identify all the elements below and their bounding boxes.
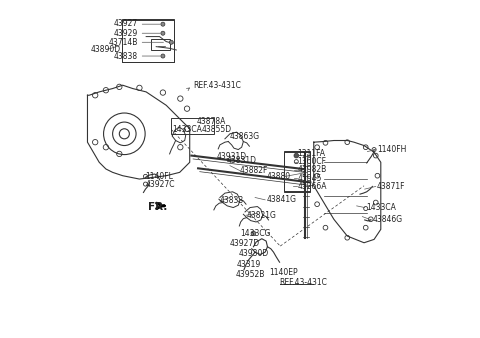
Text: 43831D: 43831D	[227, 156, 257, 165]
Text: 43841G: 43841G	[266, 195, 296, 204]
Bar	[284, 150, 310, 191]
Bar	[171, 118, 214, 134]
Circle shape	[161, 54, 165, 58]
Text: REF.43-431C: REF.43-431C	[279, 278, 327, 287]
Text: 45266A: 45266A	[298, 182, 327, 191]
Text: 1433CG: 1433CG	[240, 229, 271, 238]
Bar	[122, 20, 174, 62]
Circle shape	[161, 22, 165, 26]
Text: 43952B: 43952B	[236, 270, 265, 279]
Text: 1140FH: 1140FH	[377, 145, 406, 154]
Text: 43855D: 43855D	[202, 125, 231, 134]
Bar	[122, 19, 174, 63]
Text: 43878A: 43878A	[196, 117, 226, 126]
Text: 43927: 43927	[113, 19, 138, 28]
Text: 1433CA: 1433CA	[172, 125, 202, 134]
Text: 43863G: 43863G	[230, 131, 260, 141]
Text: 43319: 43319	[237, 260, 261, 269]
Text: 43882F: 43882F	[240, 166, 268, 175]
Bar	[151, 39, 169, 50]
Text: 1433CA: 1433CA	[366, 203, 396, 212]
Text: 43931D: 43931D	[216, 152, 247, 161]
Text: 43930D: 43930D	[239, 249, 269, 258]
Text: 43833: 43833	[220, 196, 244, 206]
Circle shape	[251, 231, 256, 236]
Circle shape	[161, 31, 165, 35]
Text: 43927C: 43927C	[145, 179, 175, 189]
Text: 1311FA: 1311FA	[298, 149, 325, 159]
Text: 1360CF: 1360CF	[298, 157, 327, 166]
Text: 43714B: 43714B	[108, 38, 138, 47]
Text: 43927D: 43927D	[229, 239, 259, 248]
Text: 1140EP: 1140EP	[269, 268, 298, 277]
Circle shape	[294, 153, 299, 158]
Text: 43880: 43880	[266, 172, 290, 181]
Text: FR.: FR.	[148, 201, 167, 212]
Text: 43838: 43838	[114, 52, 138, 61]
Bar	[284, 151, 310, 192]
Text: REF.43-431C: REF.43-431C	[194, 81, 241, 90]
Text: 43929: 43929	[113, 29, 138, 38]
Text: 43982B: 43982B	[298, 165, 327, 174]
Text: 1140FL: 1140FL	[145, 172, 173, 181]
Text: 43846G: 43846G	[372, 215, 403, 224]
Text: 43821G: 43821G	[247, 211, 276, 220]
Text: 45945: 45945	[298, 174, 322, 183]
Circle shape	[169, 40, 173, 44]
Text: 43890D: 43890D	[91, 46, 121, 54]
Text: 43871F: 43871F	[377, 182, 405, 191]
